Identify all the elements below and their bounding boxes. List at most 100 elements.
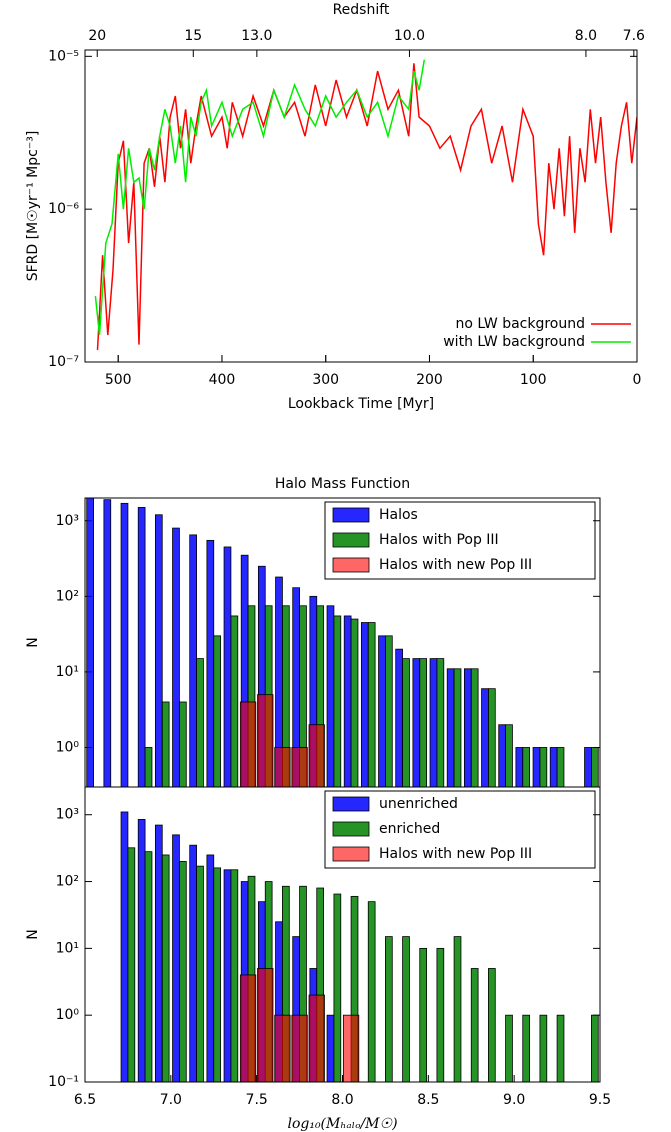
x2-axis-label: Redshift [333, 2, 390, 18]
y-tick-label: 10² [56, 874, 79, 890]
bar [144, 851, 153, 1083]
series-line [94, 59, 426, 336]
bar [172, 527, 180, 788]
bar [412, 658, 421, 788]
bar [481, 688, 489, 788]
x2-tick-label: 15 [184, 28, 202, 44]
bar [584, 747, 592, 788]
x2-tick-label: 10.0 [394, 28, 425, 44]
bar [274, 747, 291, 788]
bar [154, 514, 163, 788]
bar [196, 658, 204, 788]
legend-box [324, 501, 596, 580]
bar [350, 618, 359, 788]
legend-swatch [332, 821, 370, 837]
bar [470, 968, 479, 1083]
x2-tick-label: 8.0 [575, 28, 597, 44]
legend-swatch [332, 507, 370, 523]
bar [395, 648, 403, 788]
bar [161, 701, 170, 788]
bar [230, 869, 239, 1083]
bar [120, 811, 129, 1083]
bar [86, 497, 94, 788]
bar [206, 539, 215, 788]
x-tick-label: 7.5 [246, 1092, 268, 1108]
bar [291, 747, 308, 788]
legend-label: Halos with new Pop III [379, 557, 532, 573]
x-axis-label: log₁₀(Mₕₐₗₒ/M☉) [287, 1116, 397, 1132]
bar [515, 747, 524, 788]
legend-swatch [332, 796, 370, 812]
x-tick-label: 9.0 [503, 1092, 525, 1108]
x-tick-label: 7.0 [160, 1092, 182, 1108]
bar [223, 546, 232, 788]
bar [419, 658, 428, 788]
bar [179, 861, 187, 1083]
bar [446, 668, 455, 788]
bar [103, 499, 112, 788]
bar [360, 622, 369, 788]
bar [172, 834, 180, 1083]
bar [488, 688, 496, 788]
bar [206, 854, 215, 1083]
bar [230, 615, 239, 788]
bar [488, 968, 496, 1083]
legend-label: no LW background [456, 316, 586, 332]
bar [556, 747, 565, 788]
y-tick-label: 10¹ [56, 664, 79, 680]
bar [308, 724, 325, 788]
bar [333, 615, 342, 788]
bar [137, 507, 146, 788]
bar [591, 747, 599, 788]
legend-label: Halos [379, 507, 418, 523]
bar [505, 724, 513, 788]
x2-tick-label: 20 [88, 28, 106, 44]
bar [453, 936, 462, 1083]
bar [367, 901, 376, 1083]
x-tick-label: 6.5 [74, 1092, 96, 1108]
bar [239, 701, 257, 788]
x-tick-label: 100 [520, 372, 547, 388]
y-tick-label: 10³ [56, 807, 79, 823]
x-tick-label: 400 [209, 372, 236, 388]
bar [137, 819, 146, 1083]
y-tick-label: 10⁻¹ [48, 1074, 79, 1090]
x2-tick-label: 7.6 [623, 28, 645, 44]
bar [539, 747, 548, 788]
bar [326, 605, 335, 788]
bar [522, 1014, 531, 1083]
bar [257, 694, 274, 788]
bar [239, 974, 257, 1083]
x-tick-label: 200 [416, 372, 443, 388]
y-tick-label: 10² [56, 588, 79, 604]
bar [189, 844, 197, 1083]
y-tick-label: 10⁻⁵ [48, 48, 79, 64]
x-tick-label: 300 [312, 372, 339, 388]
legend-swatch [332, 846, 370, 862]
bar [213, 635, 222, 788]
bar [591, 1014, 599, 1083]
y-axis-label: N [25, 929, 41, 939]
legend-swatch [332, 532, 370, 548]
bar [154, 824, 163, 1083]
bar [436, 658, 445, 788]
bar [436, 947, 445, 1083]
bar [532, 747, 541, 788]
bar [333, 893, 342, 1083]
bar [419, 947, 428, 1083]
plot-frame [84, 786, 601, 1083]
bar [257, 968, 274, 1083]
legend-label: with LW background [443, 334, 585, 350]
bar [429, 658, 438, 788]
y-tick-label: 10⁻⁶ [48, 201, 79, 217]
legend-label: Halos with new Pop III [379, 846, 532, 862]
legend-label: enriched [379, 821, 440, 837]
y-axis-label: SFRD [M☉yr⁻¹ Mpc⁻³] [25, 131, 41, 282]
bar [498, 724, 506, 788]
bar [120, 502, 129, 788]
y-axis-label: N [25, 637, 41, 647]
bar [522, 747, 531, 788]
plot-frame [84, 49, 638, 363]
bar [385, 635, 393, 788]
